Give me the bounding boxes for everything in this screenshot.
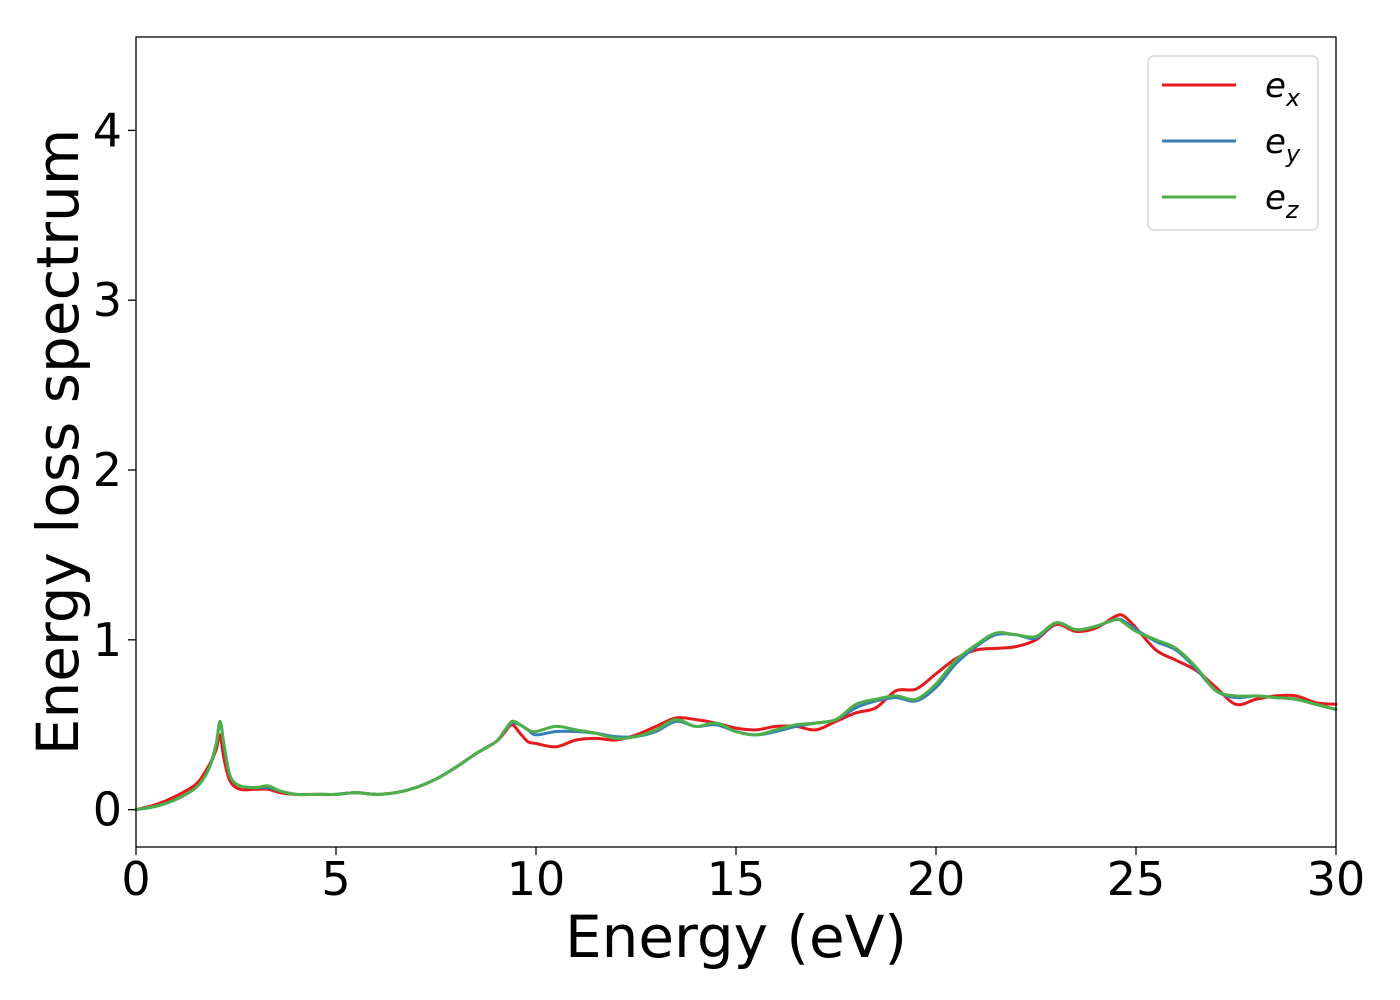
x-tick-label: 0: [121, 852, 150, 906]
y-tick-label: 1: [93, 613, 122, 667]
x-axis-ticks: 0 5 10 15 20 25 30: [121, 847, 1365, 906]
x-tick-label: 15: [707, 852, 766, 906]
x-tick-label: 5: [321, 852, 350, 906]
series-layer: [134, 613, 1338, 812]
y-tick-label: 3: [93, 273, 122, 327]
series-line-z: [134, 617, 1338, 812]
legend-label-base: e: [1265, 66, 1286, 106]
legend-label-z: ez: [1265, 178, 1300, 224]
legend-label-subscript: x: [1285, 84, 1301, 112]
x-tick-label: 25: [1107, 852, 1166, 906]
legend-label-y: ey: [1265, 122, 1301, 168]
y-axis-label: Energy loss spectrum: [24, 129, 92, 755]
x-tick-label: 30: [1307, 852, 1366, 906]
x-tick-label: 10: [507, 852, 566, 906]
y-tick-label: 0: [93, 783, 122, 837]
y-axis-ticks: 0 1 2 3 4: [93, 103, 136, 837]
legend-label-subscript: y: [1285, 140, 1301, 168]
y-tick-label: 2: [93, 443, 122, 497]
legend-label-base: e: [1265, 178, 1286, 218]
legend-label-base: e: [1265, 122, 1286, 162]
legend-label-subscript: z: [1285, 196, 1300, 224]
y-tick-label: 4: [93, 103, 122, 157]
x-axis-label: Energy (eV): [565, 903, 907, 971]
plot-area: [136, 37, 1336, 847]
series-line-x: [134, 613, 1338, 812]
legend-label-x: ex: [1265, 66, 1301, 112]
legend-box: [1147, 55, 1319, 231]
x-tick-label: 20: [907, 852, 966, 906]
